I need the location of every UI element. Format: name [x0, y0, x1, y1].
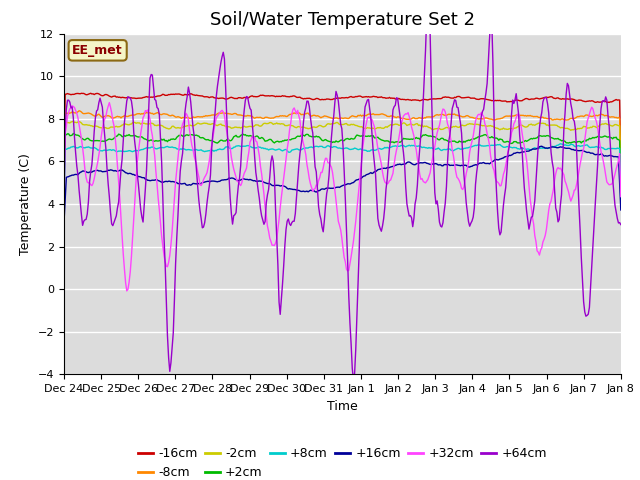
- +32cm: [106, 100, 113, 106]
- -16cm: [87, 90, 95, 96]
- +8cm: [617, 192, 625, 198]
- +2cm: [70, 131, 77, 136]
- +64cm: [472, 181, 479, 187]
- -16cm: [373, 94, 381, 100]
- -2cm: [296, 124, 304, 130]
- -16cm: [296, 94, 304, 100]
- -2cm: [70, 119, 77, 124]
- +8cm: [60, 193, 68, 199]
- -8cm: [60, 168, 68, 174]
- -2cm: [60, 176, 68, 181]
- Line: -2cm: -2cm: [64, 121, 621, 180]
- -16cm: [617, 160, 625, 166]
- +64cm: [399, 149, 407, 155]
- +64cm: [349, 377, 357, 383]
- -8cm: [76, 108, 83, 114]
- Line: -8cm: -8cm: [64, 111, 621, 175]
- +32cm: [298, 131, 305, 137]
- +2cm: [234, 134, 242, 140]
- +64cm: [60, 209, 68, 215]
- +64cm: [617, 222, 625, 228]
- +32cm: [401, 112, 408, 118]
- -8cm: [470, 115, 478, 121]
- -8cm: [399, 116, 407, 121]
- -2cm: [234, 125, 242, 131]
- +2cm: [567, 140, 575, 146]
- -8cm: [567, 116, 575, 121]
- -8cm: [617, 172, 625, 178]
- X-axis label: Time: Time: [327, 400, 358, 413]
- +16cm: [567, 146, 575, 152]
- +2cm: [470, 136, 478, 142]
- -16cm: [470, 95, 478, 101]
- +64cm: [295, 163, 303, 168]
- -2cm: [399, 120, 407, 126]
- +2cm: [617, 187, 625, 192]
- +8cm: [567, 142, 575, 147]
- Text: EE_met: EE_met: [72, 44, 123, 57]
- +8cm: [295, 147, 303, 153]
- +32cm: [617, 194, 625, 200]
- +8cm: [469, 143, 477, 149]
- Y-axis label: Temperature (C): Temperature (C): [19, 153, 32, 255]
- +16cm: [372, 169, 380, 175]
- +8cm: [557, 141, 564, 147]
- -16cm: [234, 95, 242, 101]
- -16cm: [399, 96, 407, 102]
- +16cm: [538, 144, 545, 149]
- +2cm: [296, 133, 304, 139]
- +16cm: [399, 161, 406, 167]
- +8cm: [399, 143, 406, 149]
- -2cm: [470, 121, 478, 127]
- +8cm: [372, 147, 380, 153]
- +64cm: [234, 194, 241, 200]
- +32cm: [472, 118, 479, 124]
- Title: Soil/Water Temperature Set 2: Soil/Water Temperature Set 2: [210, 11, 475, 29]
- Line: +64cm: +64cm: [64, 0, 621, 380]
- -2cm: [617, 177, 625, 182]
- -2cm: [373, 125, 381, 131]
- Line: +2cm: +2cm: [64, 133, 621, 190]
- +32cm: [568, 195, 576, 201]
- +8cm: [234, 143, 241, 149]
- +16cm: [617, 207, 625, 213]
- +2cm: [399, 135, 407, 141]
- -2cm: [567, 127, 575, 133]
- +32cm: [60, 186, 68, 192]
- +32cm: [374, 145, 381, 151]
- +64cm: [568, 107, 576, 113]
- +32cm: [236, 181, 243, 187]
- +16cm: [295, 188, 303, 193]
- +16cm: [60, 220, 68, 226]
- Line: -16cm: -16cm: [64, 93, 621, 163]
- -8cm: [296, 110, 304, 116]
- Line: +32cm: +32cm: [64, 103, 621, 291]
- -8cm: [234, 112, 242, 118]
- +16cm: [234, 178, 241, 183]
- -16cm: [567, 96, 575, 102]
- -16cm: [60, 156, 68, 162]
- +64cm: [373, 195, 381, 201]
- +2cm: [373, 135, 381, 141]
- +2cm: [60, 184, 68, 190]
- +16cm: [469, 163, 477, 168]
- Legend: -16cm, -8cm, -2cm, +2cm, +8cm, +16cm, +32cm, +64cm: -16cm, -8cm, -2cm, +2cm, +8cm, +16cm, +3…: [133, 442, 552, 480]
- +32cm: [123, 288, 131, 294]
- Line: +8cm: +8cm: [64, 144, 621, 196]
- -8cm: [373, 112, 381, 118]
- Line: +16cm: +16cm: [64, 146, 621, 223]
